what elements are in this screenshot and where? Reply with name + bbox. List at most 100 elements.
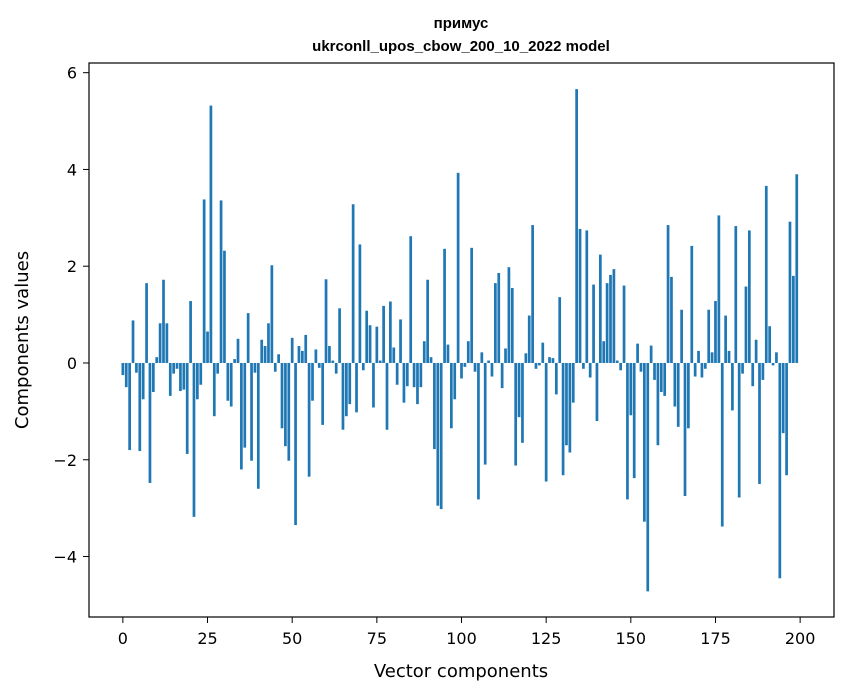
bar <box>138 362 142 452</box>
bar <box>700 362 704 378</box>
bar <box>626 362 629 500</box>
bar <box>775 352 778 363</box>
x-axis-label: Vector components <box>374 661 548 682</box>
bar <box>321 362 325 425</box>
bar <box>216 362 220 374</box>
bar <box>334 362 338 374</box>
bar <box>375 326 379 363</box>
x-axis: 0 25 50 75 100 125 150 175 200 <box>118 617 816 648</box>
bar <box>179 362 182 392</box>
bar <box>446 344 450 363</box>
bar <box>609 274 612 363</box>
bar <box>273 362 277 372</box>
bar <box>433 362 436 450</box>
x-tick-label: 175 <box>700 629 731 648</box>
bar <box>588 362 592 378</box>
bar <box>565 362 568 446</box>
bar <box>233 359 236 363</box>
bar <box>792 275 795 363</box>
bar <box>764 185 768 363</box>
x-tick-label: 200 <box>785 629 816 648</box>
bar <box>185 362 189 454</box>
bar <box>480 352 484 363</box>
bar <box>568 362 572 453</box>
bar <box>483 362 487 465</box>
bar <box>541 342 545 363</box>
bar <box>358 244 362 363</box>
bar <box>135 362 138 373</box>
bar <box>490 362 494 377</box>
bar <box>663 362 667 396</box>
bar <box>290 337 294 363</box>
bar <box>778 362 782 579</box>
bar <box>754 339 758 363</box>
bar <box>449 362 453 429</box>
bar <box>602 341 606 363</box>
bar <box>226 362 230 401</box>
y-tick-label: −4 <box>53 548 77 567</box>
bar <box>338 308 341 363</box>
y-tick-label: 2 <box>67 257 77 276</box>
bar <box>243 362 247 448</box>
bar <box>554 362 558 395</box>
bar <box>697 350 700 363</box>
bar <box>311 362 314 401</box>
bar <box>168 362 172 396</box>
bar <box>209 105 213 363</box>
bar <box>172 362 176 374</box>
bar <box>192 362 196 517</box>
y-axis-label: Components values <box>12 251 33 429</box>
bar <box>439 362 443 510</box>
bar <box>717 215 721 363</box>
bar <box>690 245 694 363</box>
bar <box>267 323 270 363</box>
bar <box>453 362 457 400</box>
bar <box>199 362 203 385</box>
bar <box>165 323 169 363</box>
bar <box>531 225 534 363</box>
bar <box>253 362 257 373</box>
bar <box>148 362 152 483</box>
bar <box>521 362 524 443</box>
bar <box>151 362 155 393</box>
bar <box>578 228 582 363</box>
bar <box>341 362 345 430</box>
bar <box>741 362 744 374</box>
bar <box>280 362 284 429</box>
bar <box>470 247 474 363</box>
bar <box>561 362 565 476</box>
bar <box>399 319 402 363</box>
x-tick-label: 75 <box>367 629 387 648</box>
bar <box>497 272 501 363</box>
bar <box>761 362 765 380</box>
bar <box>744 286 748 363</box>
bar <box>758 362 761 484</box>
bar <box>284 362 287 447</box>
bar <box>206 331 209 363</box>
bar <box>768 326 772 363</box>
bar <box>751 362 755 387</box>
bar <box>277 354 280 363</box>
bar <box>734 226 738 363</box>
bar <box>517 362 521 418</box>
bar <box>223 250 226 363</box>
bar <box>121 362 125 376</box>
bar <box>510 287 514 363</box>
bar <box>345 362 348 417</box>
chart-subtitle: ukrconll_upos_cbow_200_10_2022 model <box>312 38 610 55</box>
bar <box>571 362 575 403</box>
x-tick-label: 100 <box>446 629 477 648</box>
bar <box>236 338 240 363</box>
bar <box>300 350 304 363</box>
bar <box>693 362 697 377</box>
bar <box>196 362 199 400</box>
bar <box>219 200 223 363</box>
bar <box>250 362 253 461</box>
bar <box>304 334 308 363</box>
bar <box>131 320 135 363</box>
bar <box>710 352 714 363</box>
bar <box>256 362 260 489</box>
x-tick-label: 25 <box>197 629 217 648</box>
bar <box>544 362 548 482</box>
